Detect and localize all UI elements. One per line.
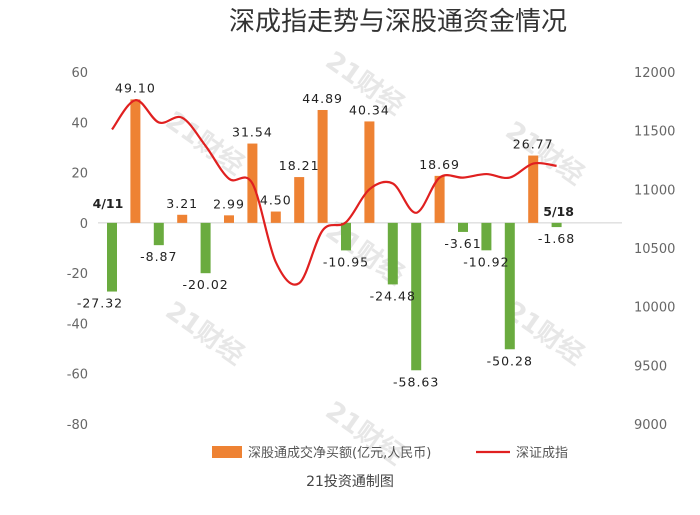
left-tick-label: 0 <box>80 217 88 232</box>
bar-value-label: 44.89 <box>302 91 343 106</box>
bar-value-label: -58.63 <box>393 374 439 389</box>
bar <box>458 222 468 232</box>
bar-value-label: -24.48 <box>370 288 416 303</box>
bar <box>411 222 422 371</box>
bar <box>317 109 328 223</box>
bar-value-label: -8.87 <box>140 249 177 264</box>
bar-value-label: 3.21 <box>166 196 198 211</box>
chart-source: 21投资通制图 <box>306 474 394 490</box>
bar-value-label: 49.10 <box>115 80 156 95</box>
bar <box>481 222 492 251</box>
bar <box>294 177 305 223</box>
bar-value-label: -1.68 <box>538 231 575 246</box>
right-tick-label: 11500 <box>634 125 675 140</box>
right-tick-label: 9000 <box>634 418 667 433</box>
bar-value-label: 40.34 <box>349 102 390 117</box>
bar <box>107 222 117 292</box>
bar-value-label: 4.50 <box>260 193 292 208</box>
right-axis: 9000 9500 10000 10500 11000 11500 12000 <box>634 66 675 433</box>
bar-value-label: -10.95 <box>323 254 369 269</box>
bar <box>341 222 351 251</box>
right-tick-label: 10000 <box>634 301 675 316</box>
line-layer <box>111 99 557 286</box>
right-tick-label: 11000 <box>634 183 675 198</box>
left-tick-label: 20 <box>71 167 88 182</box>
legend-line-label: 深证成指 <box>516 446 568 461</box>
chart-title: 深成指走势与深股通资金情况 <box>229 7 567 37</box>
bar-value-label: -27.32 <box>77 296 123 311</box>
bar <box>364 121 375 223</box>
index-line <box>111 99 557 286</box>
left-tick-label: -80 <box>67 418 88 433</box>
bar <box>434 175 445 223</box>
watermark-text: 21财经 <box>160 105 250 181</box>
bar-value-label: 26.77 <box>513 137 554 152</box>
legend-bar-label: 深股通成交净买额(亿元,人民币) <box>248 445 431 461</box>
bar-value-label: -20.02 <box>182 277 228 292</box>
right-tick-label: 9500 <box>634 359 667 374</box>
bar-value-label: -3.61 <box>444 236 481 251</box>
left-tick-label: 40 <box>71 116 88 131</box>
left-tick-label: -60 <box>67 368 88 383</box>
left-tick-label: 60 <box>71 66 88 81</box>
bar <box>528 155 539 223</box>
bar-value-label: 18.69 <box>419 157 460 172</box>
data-labels: -27.32 49.10 -8.87 3.21 -20.02 2.99 31.54 4.50 1… <box>77 80 575 389</box>
bar-value-label: -50.28 <box>487 353 533 368</box>
left-axis: -80 -60 -40 -20 0 20 40 60 <box>67 66 622 433</box>
bar-value-label: 18.21 <box>279 158 320 173</box>
bar <box>200 222 211 274</box>
bar <box>551 222 562 228</box>
last-date-label: 5/18 <box>543 204 574 219</box>
left-tick-label: -20 <box>67 267 88 282</box>
right-tick-label: 10500 <box>634 242 675 257</box>
bar <box>270 211 281 223</box>
watermark-text: 21财经 <box>500 115 590 191</box>
bar <box>153 222 164 246</box>
bar-value-label: 31.54 <box>232 125 273 140</box>
legend: 深股通成交净买额(亿元,人民币) 深证成指 <box>212 445 568 461</box>
bars <box>107 99 562 371</box>
bar <box>224 215 234 223</box>
bar <box>387 222 398 285</box>
first-date-label: 4/11 <box>93 196 124 211</box>
bar-value-label: -10.92 <box>463 254 509 269</box>
bar-value-label: 2.99 <box>213 196 245 211</box>
bar <box>130 99 141 223</box>
watermark-text: 21财经 <box>160 295 250 371</box>
bar <box>177 214 188 223</box>
bar <box>504 222 515 350</box>
left-tick-label: -40 <box>67 317 88 332</box>
legend-bar-swatch <box>212 446 242 458</box>
right-tick-label: 12000 <box>634 66 675 81</box>
